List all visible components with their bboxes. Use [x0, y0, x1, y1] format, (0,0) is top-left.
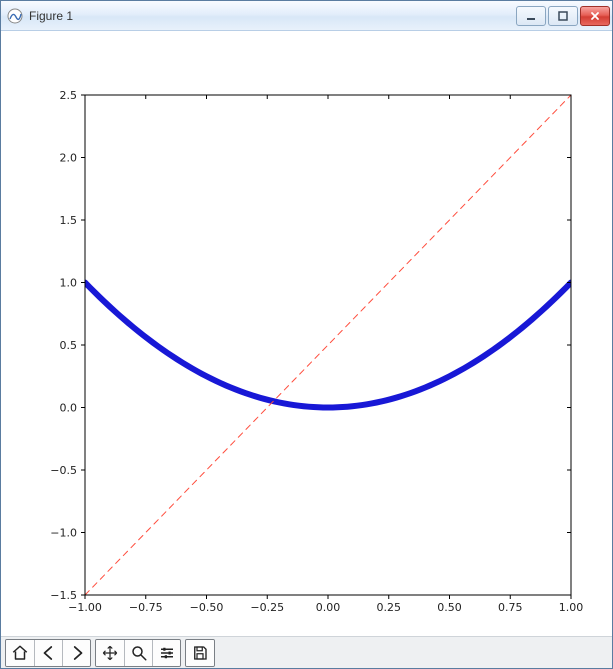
zoom-button[interactable] [124, 640, 152, 666]
svg-text:−0.75: −0.75 [129, 601, 163, 614]
close-button[interactable] [580, 6, 610, 26]
svg-text:0.75: 0.75 [498, 601, 523, 614]
home-button[interactable] [6, 640, 34, 666]
plot-svg: −1.00−0.75−0.50−0.250.000.250.500.751.00… [1, 31, 612, 636]
window-title: Figure 1 [29, 9, 514, 23]
svg-text:0.50: 0.50 [437, 601, 462, 614]
minimize-button[interactable] [516, 6, 546, 26]
svg-text:−0.5: −0.5 [50, 464, 77, 477]
window-buttons [514, 6, 610, 26]
svg-text:0.5: 0.5 [60, 339, 78, 352]
subplots-button[interactable] [152, 640, 180, 666]
svg-text:−0.50: −0.50 [190, 601, 224, 614]
svg-text:−1.5: −1.5 [50, 589, 77, 602]
figure-window: Figure 1 −1.00 −0.75 −0.50 −0.25 0.00 0.25 0.5… [0, 0, 613, 669]
titlebar: Figure 1 [1, 1, 612, 31]
svg-text:1.5: 1.5 [60, 214, 78, 227]
maximize-button[interactable] [548, 6, 578, 26]
svg-text:1.00: 1.00 [559, 601, 584, 614]
app-icon [7, 8, 23, 24]
svg-text:0.00: 0.00 [316, 601, 341, 614]
back-button[interactable] [34, 640, 62, 666]
svg-text:−1.0: −1.0 [50, 527, 77, 540]
pan-button[interactable] [96, 640, 124, 666]
svg-text:0.0: 0.0 [60, 402, 78, 415]
save-button[interactable] [186, 640, 214, 666]
svg-text:2.0: 2.0 [60, 152, 78, 165]
svg-text:2.5: 2.5 [60, 89, 78, 102]
svg-text:−1.00: −1.00 [68, 601, 102, 614]
figure-canvas[interactable]: −1.00−0.75−0.50−0.250.000.250.500.751.00… [1, 31, 612, 636]
svg-text:1.0: 1.0 [60, 277, 78, 290]
forward-button[interactable] [62, 640, 90, 666]
svg-text:0.25: 0.25 [377, 601, 402, 614]
svg-text:−0.25: −0.25 [250, 601, 284, 614]
navigation-toolbar [1, 636, 612, 668]
